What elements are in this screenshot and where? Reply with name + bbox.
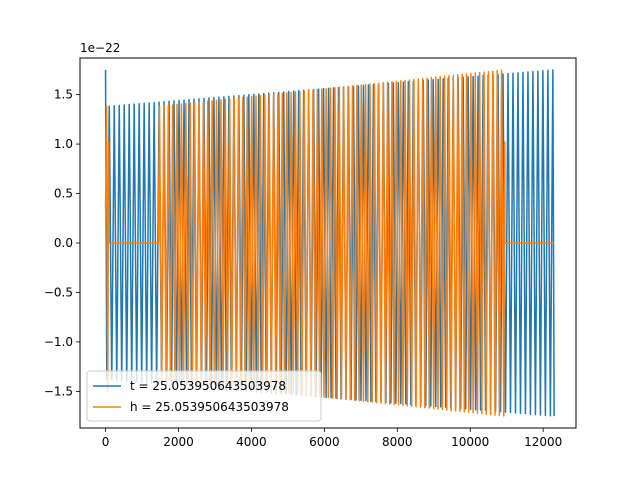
x-tick-label: 2000 bbox=[163, 435, 194, 449]
x-tick-label: 10000 bbox=[451, 435, 489, 449]
legend: t = 25.053950643503978 h = 25.0539506435… bbox=[86, 370, 322, 422]
x-tick-label: 6000 bbox=[309, 435, 340, 449]
y-tick-label: −1.0 bbox=[44, 335, 73, 349]
x-tick-label: 4000 bbox=[236, 435, 267, 449]
x-tick-label: 0 bbox=[102, 435, 110, 449]
y-tick-label: −1.5 bbox=[44, 384, 73, 398]
legend-label-h: h = 25.053950643503978 bbox=[130, 400, 289, 414]
legend-label-t: t = 25.053950643503978 bbox=[130, 379, 286, 393]
legend-box bbox=[86, 370, 322, 422]
series-layer bbox=[104, 69, 555, 417]
x-tick-label: 8000 bbox=[382, 435, 413, 449]
x-tick-label: 12000 bbox=[524, 435, 562, 449]
y-tick-label: −0.5 bbox=[44, 285, 73, 299]
y-offset-label: 1e−22 bbox=[80, 41, 120, 55]
y-tick-label: 1.0 bbox=[54, 137, 73, 151]
x-axis: 0 2000 4000 6000 8000 10000 12000 bbox=[102, 428, 562, 449]
series-line-h bbox=[104, 69, 555, 417]
y-tick-label: 1.5 bbox=[54, 88, 73, 102]
y-tick-label: 0.0 bbox=[54, 236, 73, 250]
y-tick-label: 0.5 bbox=[54, 187, 73, 201]
y-axis: −1.5 −1.0 −0.5 0.0 0.5 1.0 1.5 bbox=[44, 88, 80, 398]
